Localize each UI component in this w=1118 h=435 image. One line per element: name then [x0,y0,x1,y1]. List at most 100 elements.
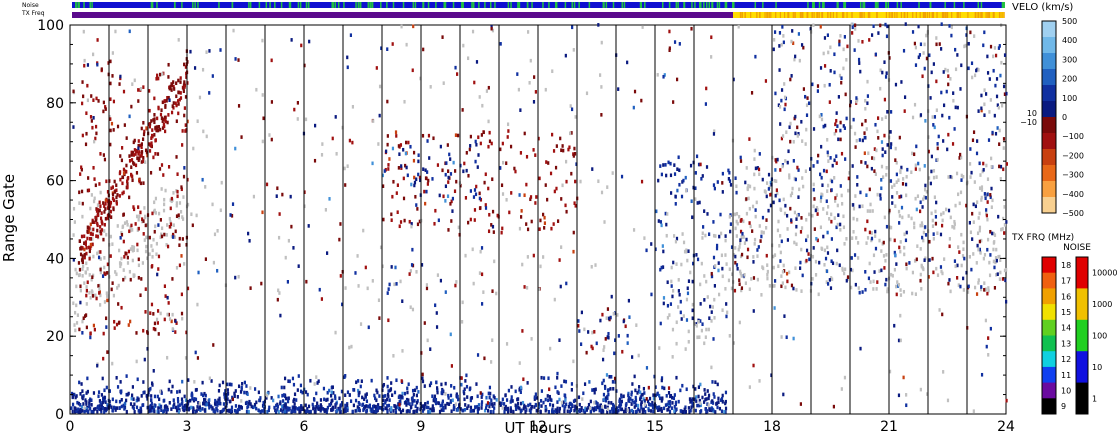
data-cell [687,279,691,283]
data-cell [559,284,562,289]
data-cell [611,409,614,414]
data-cell [277,409,280,414]
data-cell [396,405,400,410]
data-cell [91,237,94,241]
data-cell [607,335,610,340]
data-cell [721,171,724,176]
txfreq-colorbar-swatch [1042,398,1056,415]
data-cell [877,31,880,35]
data-cell [712,233,716,238]
data-cell [276,407,279,412]
data-cell [491,177,494,182]
data-cell [962,276,965,281]
data-cell [160,108,163,112]
data-cell [753,242,756,246]
data-cell [129,402,133,406]
data-cell [950,25,953,30]
data-cell [96,213,99,218]
data-cell [730,245,734,249]
data-cell [664,163,667,167]
data-cell [574,204,577,208]
data-cell [441,403,444,408]
data-cell [790,74,793,78]
data-cell [400,166,403,170]
data-cell [166,405,169,410]
data-cell [748,137,751,141]
data-cell [115,188,118,193]
data-cell [944,67,947,72]
data-cell [415,385,418,390]
data-cell [117,302,120,306]
data-cell [131,174,134,179]
data-cell [426,182,429,186]
data-cell [779,250,782,255]
noise-speckle [813,2,815,8]
data-cell [416,207,419,211]
data-cell [474,139,477,144]
txfreq-speckle [813,12,815,18]
data-cell [432,398,435,403]
txfreq-colorbar-swatch [1042,382,1056,399]
data-cell [714,264,717,268]
data-cell [425,283,429,287]
data-cell [96,221,99,226]
data-cell [488,139,492,144]
data-cell [843,242,846,246]
data-cell [141,219,144,224]
data-cell [116,286,119,290]
data-cell [705,165,709,169]
data-cell [730,286,733,291]
data-cell [139,293,142,298]
data-cell [962,174,965,179]
noise-speckle [443,2,445,8]
txfreq-colorbar-tick-label: 9 [1061,402,1066,411]
data-cell [431,394,434,399]
data-cell [819,24,822,29]
data-cell [157,406,160,410]
data-cell [183,81,186,86]
data-cell [901,215,904,220]
data-cell [339,222,342,226]
data-cell [364,405,367,409]
data-cell [805,258,808,263]
data-cell [701,395,704,400]
data-cell [826,183,830,188]
data-cell [115,195,118,200]
noise-speckle [542,2,544,8]
data-cell [860,160,863,164]
data-cell [635,409,638,414]
data-cell [182,174,186,179]
data-cell [399,220,403,224]
data-cell [815,236,818,241]
data-cell [157,124,160,129]
data-cell [173,87,176,91]
data-cell [160,232,163,237]
data-cell [95,296,98,301]
velocity-colorbar-frame [1041,20,1057,214]
data-cell [622,394,625,399]
data-cell [115,183,118,188]
data-cell [150,405,154,410]
data-cell [735,234,738,238]
data-cell [480,302,484,306]
data-cell [104,216,107,221]
data-cell [725,262,728,266]
noise-speckle [392,2,395,8]
data-cell [777,264,780,269]
noise-speckle [716,2,719,8]
data-cell [675,341,678,346]
txfreq-speckle [801,12,803,18]
data-cell [873,147,876,151]
data-cell [778,68,781,72]
data-cell [175,188,178,193]
data-cell [781,134,785,138]
data-cell [902,375,905,380]
y-tick-label: 100 [37,18,64,34]
data-cell [295,398,298,402]
data-cell [142,120,145,125]
noise-speckle [280,2,283,8]
data-cell [764,79,768,83]
data-cell [444,403,447,408]
noise-colorbar-swatch [1076,257,1088,289]
data-cell [83,241,86,246]
